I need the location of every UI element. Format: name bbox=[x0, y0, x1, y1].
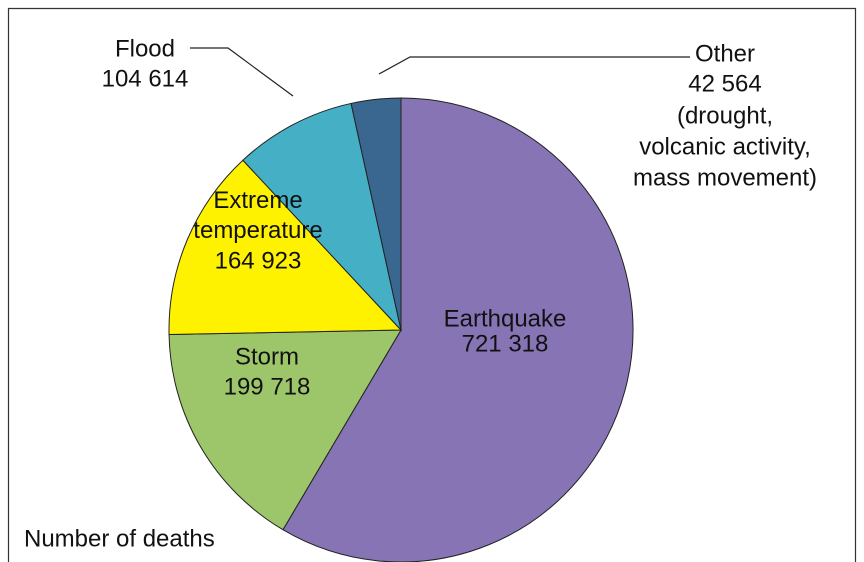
pie-slice bbox=[168, 159, 403, 336]
pie-slice bbox=[350, 97, 402, 331]
value-label: 721 318 bbox=[462, 330, 549, 357]
slice-label: Other bbox=[695, 40, 755, 67]
caption: Number of deaths bbox=[24, 525, 215, 552]
slice-label: Earthquake bbox=[444, 305, 567, 332]
value-label: 42 564 bbox=[688, 70, 761, 97]
slice-label: Storm bbox=[235, 343, 299, 370]
frame bbox=[7, 7, 857, 562]
annotation: (drought, bbox=[677, 102, 773, 129]
leader-line bbox=[378, 56, 690, 75]
leader-line bbox=[190, 47, 294, 97]
value-label: 164 923 bbox=[215, 247, 302, 274]
pie-slice bbox=[242, 102, 402, 332]
value-label: 199 718 bbox=[224, 373, 311, 400]
slice-label: Extreme temperature bbox=[193, 187, 322, 244]
pie-slice bbox=[168, 329, 402, 531]
annotation: volcanic activity, bbox=[639, 133, 811, 160]
slice-label: Flood bbox=[115, 35, 175, 62]
value-label: 104 614 bbox=[102, 65, 189, 92]
annotation: mass movement) bbox=[633, 164, 817, 191]
